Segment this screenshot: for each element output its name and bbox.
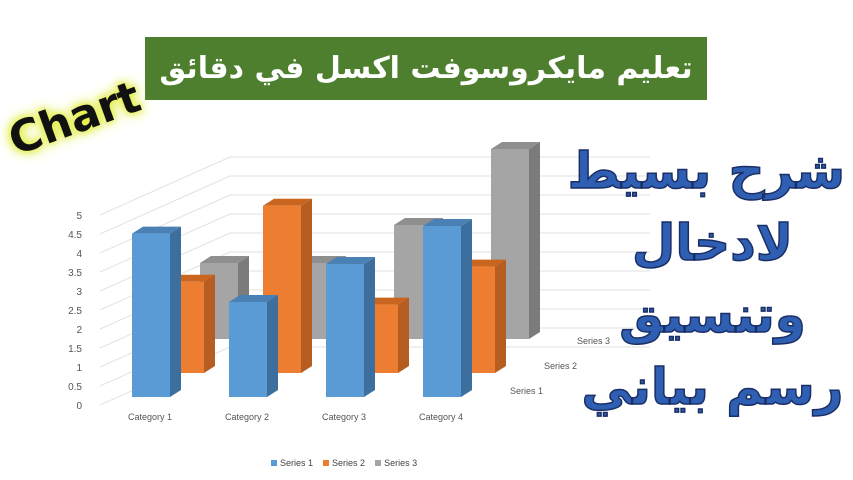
bar-series-1-cat-1 — [132, 233, 170, 397]
bar-series-1-cat-1-side — [170, 226, 181, 397]
banner-title: تعليم مايكروسوفت اكسل في دقائق — [159, 51, 693, 86]
bar-series-1-cat-4-side — [461, 219, 472, 397]
bar-series-1-cat-3-side — [364, 257, 375, 397]
legend-swatch-series-1 — [271, 460, 277, 466]
y-tick-label: 0.5 — [68, 382, 82, 393]
y-tick-label: 2 — [76, 325, 82, 336]
bar-series-3-cat-4-top — [491, 142, 540, 149]
legend-swatch-series-3 — [375, 460, 382, 466]
legend-label-series-2: Series 2 — [332, 458, 366, 468]
caption-line-2: لادخال — [631, 213, 794, 273]
x-tick-label: Category 4 — [419, 412, 463, 422]
legend-item-series-3: Series 3 — [375, 458, 417, 468]
y-tick-label: 2.5 — [68, 306, 82, 317]
x-tick-label: Category 3 — [322, 412, 366, 422]
x-tick-label: Category 2 — [225, 412, 269, 422]
depth-axis-label: Series 2 — [544, 361, 577, 371]
legend-swatch-series-2 — [323, 460, 330, 466]
y-tick-label: 5 — [76, 211, 82, 222]
x-tick-label: Category 1 — [128, 412, 172, 422]
bar-series-1-cat-3-top — [326, 257, 375, 264]
legend-label-series-3: Series 3 — [384, 458, 418, 468]
caption-line-1: شرح بسيط — [567, 141, 846, 201]
bar-series-1-cat-4-top — [423, 219, 472, 226]
bar-series-1-cat-2-side — [267, 295, 278, 397]
bar-series-2-cat-3-side — [398, 297, 409, 373]
caption-line-3: وتنسيق — [618, 285, 806, 345]
bar-series-2-cat-2-side — [301, 198, 312, 373]
y-tick-label: 0 — [76, 401, 82, 412]
caption-line-4: رسم بياني — [581, 357, 844, 417]
bar-series-3-cat-1-top — [200, 256, 249, 263]
bar-series-1-cat-1-top — [132, 226, 181, 234]
bar-series-2-cat-2-top — [263, 198, 312, 206]
bar-series-1-cat-2-top — [229, 295, 278, 302]
bar-series-3-cat-4-side — [529, 142, 540, 339]
legend-label-series-1: Series 1 — [280, 458, 314, 468]
legend-item-series-1: Series 1 — [271, 458, 313, 468]
y-tick-label: 4.5 — [68, 230, 82, 241]
y-tick-label: 1 — [76, 363, 82, 374]
y-tick-label: 4 — [76, 249, 82, 260]
title-banner: تعليم مايكروسوفت اكسل في دقائق — [145, 37, 707, 100]
bar-series-1-cat-4 — [423, 226, 461, 397]
bar-series-2-cat-4-side — [495, 259, 506, 373]
chart-legend: Series 1 Series 2 Series 3 — [271, 458, 417, 468]
arabic-caption: شرح بسيط لادخال وتنسيق رسم بياني — [567, 135, 846, 423]
y-tick-label: 1.5 — [68, 344, 82, 355]
bar-series-1-cat-3 — [326, 264, 364, 397]
y-tick-label: 3.5 — [68, 268, 82, 279]
depth-axis-label: Series 3 — [577, 336, 610, 346]
depth-axis-label: Series 1 — [510, 386, 543, 396]
bar-series-1-cat-2 — [229, 302, 267, 397]
bar-series-2-cat-1-side — [204, 274, 215, 373]
legend-item-series-2: Series 2 — [323, 458, 365, 468]
y-tick-label: 3 — [76, 287, 82, 298]
